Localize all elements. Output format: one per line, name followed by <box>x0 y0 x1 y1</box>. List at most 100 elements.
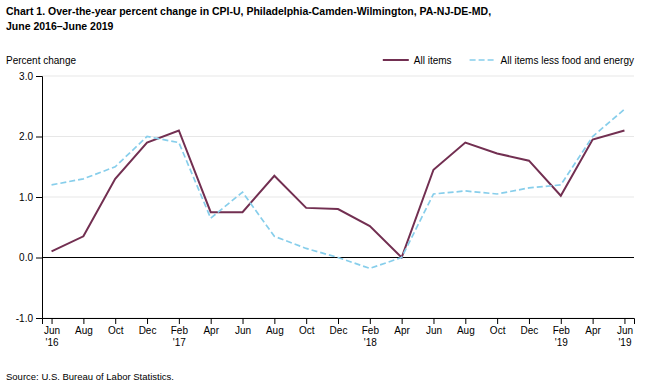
x-tick-label-line: Oct <box>490 325 506 336</box>
title: Chart 1. Over-the-year percent change in… <box>6 5 491 17</box>
x-tick: Jun'16 <box>44 318 60 348</box>
x-tick-label-line: Jun <box>235 325 251 336</box>
x-tick-mark <box>306 318 307 324</box>
x-tick-label: Oct <box>299 325 315 336</box>
y-tick-mark <box>36 318 42 319</box>
x-tick-label-line: '17 <box>173 337 186 348</box>
grid-line <box>42 76 634 77</box>
x-tick-label: Jun'16 <box>44 325 60 348</box>
x-tick-label: Apr <box>394 325 410 336</box>
x-tick-label: Aug <box>266 325 284 336</box>
chart: Chart 1. Over-the-year percent change in… <box>0 0 650 388</box>
x-tick: Jun'19 <box>617 318 633 348</box>
series-line <box>52 130 625 257</box>
x-tick: Jun <box>235 318 251 336</box>
y-tick-label: 1.0 <box>19 192 33 203</box>
y-tick: 0.0 <box>19 252 42 263</box>
y-tick: 2.0 <box>19 131 42 142</box>
y-tick-mark <box>36 258 42 259</box>
x-tick-label: Dec <box>330 325 348 336</box>
x-tick-label-line: Feb <box>553 325 571 336</box>
x-tick-label: Apr <box>203 325 219 336</box>
x-tick: Aug <box>266 318 284 336</box>
grid-line <box>42 197 634 198</box>
series-line <box>52 109 625 268</box>
x-tick-label: Feb'17 <box>171 325 189 348</box>
legend-item: All items <box>383 55 452 66</box>
x-tick-label: Aug <box>457 325 475 336</box>
x-tick-label-line: Aug <box>75 325 93 336</box>
y-axis-line <box>36 77 43 319</box>
source: Source: U.S. Bureau of Labor Statistics. <box>6 371 174 382</box>
x-tick: Dec <box>330 318 348 336</box>
x-tick-label-line: Jun <box>617 325 633 336</box>
x-tick-label-line: '19 <box>555 337 568 348</box>
x-tick-mark <box>624 318 625 324</box>
x-axis: Jun'16AugOctDecFeb'17AprJunAugOctDecFeb'… <box>43 318 635 348</box>
y-tick-label: -1.0 <box>16 313 34 324</box>
y-tick-mark <box>36 76 42 77</box>
x-tick-label: Feb'18 <box>362 325 380 348</box>
x-tick-mark <box>83 318 84 324</box>
legend-item: All items less food and energy <box>470 55 634 66</box>
x-tick-label-line: Feb <box>362 325 380 336</box>
legend-swatch <box>383 59 409 61</box>
x-tick-mark <box>402 318 403 324</box>
x-tick-label: Dec <box>139 325 157 336</box>
x-tick: Feb'17 <box>171 318 189 348</box>
y-tick: -1.0 <box>16 313 42 324</box>
x-tick-mark <box>561 318 562 324</box>
x-tick-label-line: Apr <box>585 325 601 336</box>
x-tick-label-line: Aug <box>266 325 284 336</box>
x-tick-label: Apr <box>585 325 601 336</box>
x-tick: Feb'19 <box>553 318 571 348</box>
x-tick-mark <box>274 318 275 324</box>
legend-label: All items less food and energy <box>501 55 634 66</box>
x-tick: Dec <box>521 318 539 336</box>
x-tick: Oct <box>108 318 124 336</box>
legend-label: All items <box>414 55 452 66</box>
y-tick-mark <box>36 197 42 198</box>
x-tick-label-line: Aug <box>457 325 475 336</box>
x-tick: Oct <box>299 318 315 336</box>
legend: All items All items less food and energy <box>383 55 634 66</box>
x-tick-mark <box>52 318 53 324</box>
x-tick-label-line: Dec <box>139 325 157 336</box>
x-tick: Aug <box>75 318 93 336</box>
x-tick-label: Jun <box>426 325 442 336</box>
x-tick-mark <box>370 318 371 324</box>
x-tick: Dec <box>139 318 157 336</box>
x-tick-label: Oct <box>108 325 124 336</box>
x-tick-label-line: Oct <box>299 325 315 336</box>
x-tick-label-line: Dec <box>521 325 539 336</box>
x-tick-label-line: Oct <box>108 325 124 336</box>
x-tick: Apr <box>203 318 219 336</box>
x-tick-mark <box>497 318 498 324</box>
x-tick: Feb'18 <box>362 318 380 348</box>
legend-swatch <box>470 59 496 61</box>
y-tick-label: 3.0 <box>19 71 33 82</box>
lines <box>52 109 625 268</box>
x-tick-mark <box>433 318 434 324</box>
grid <box>42 76 634 318</box>
y-tick-label: 2.0 <box>19 131 33 142</box>
x-tick: Jun <box>426 318 442 336</box>
x-tick-mark <box>529 318 530 324</box>
x-tick-mark <box>211 318 212 324</box>
x-tick-label-line: '16 <box>46 337 59 348</box>
x-tick-label-line: Apr <box>203 325 219 336</box>
x-tick-label-line: '19 <box>618 337 631 348</box>
x-tick-label: Jun'19 <box>617 325 633 348</box>
y-tick-label: 0.0 <box>19 252 33 263</box>
x-tick: Apr <box>585 318 601 336</box>
y-axis-title: Percent change <box>6 55 76 66</box>
y-axis: -1.0 0.0 1.0 2.0 3.0 <box>16 71 43 324</box>
x-tick-mark <box>465 318 466 324</box>
x-tick-label: Oct <box>490 325 506 336</box>
x-tick-label: Feb'19 <box>553 325 571 348</box>
x-tick-mark <box>115 318 116 324</box>
x-axis-line <box>43 319 635 325</box>
x-tick-mark <box>179 318 180 324</box>
x-tick-label: Jun <box>235 325 251 336</box>
x-tick-label-line: Feb <box>171 325 189 336</box>
